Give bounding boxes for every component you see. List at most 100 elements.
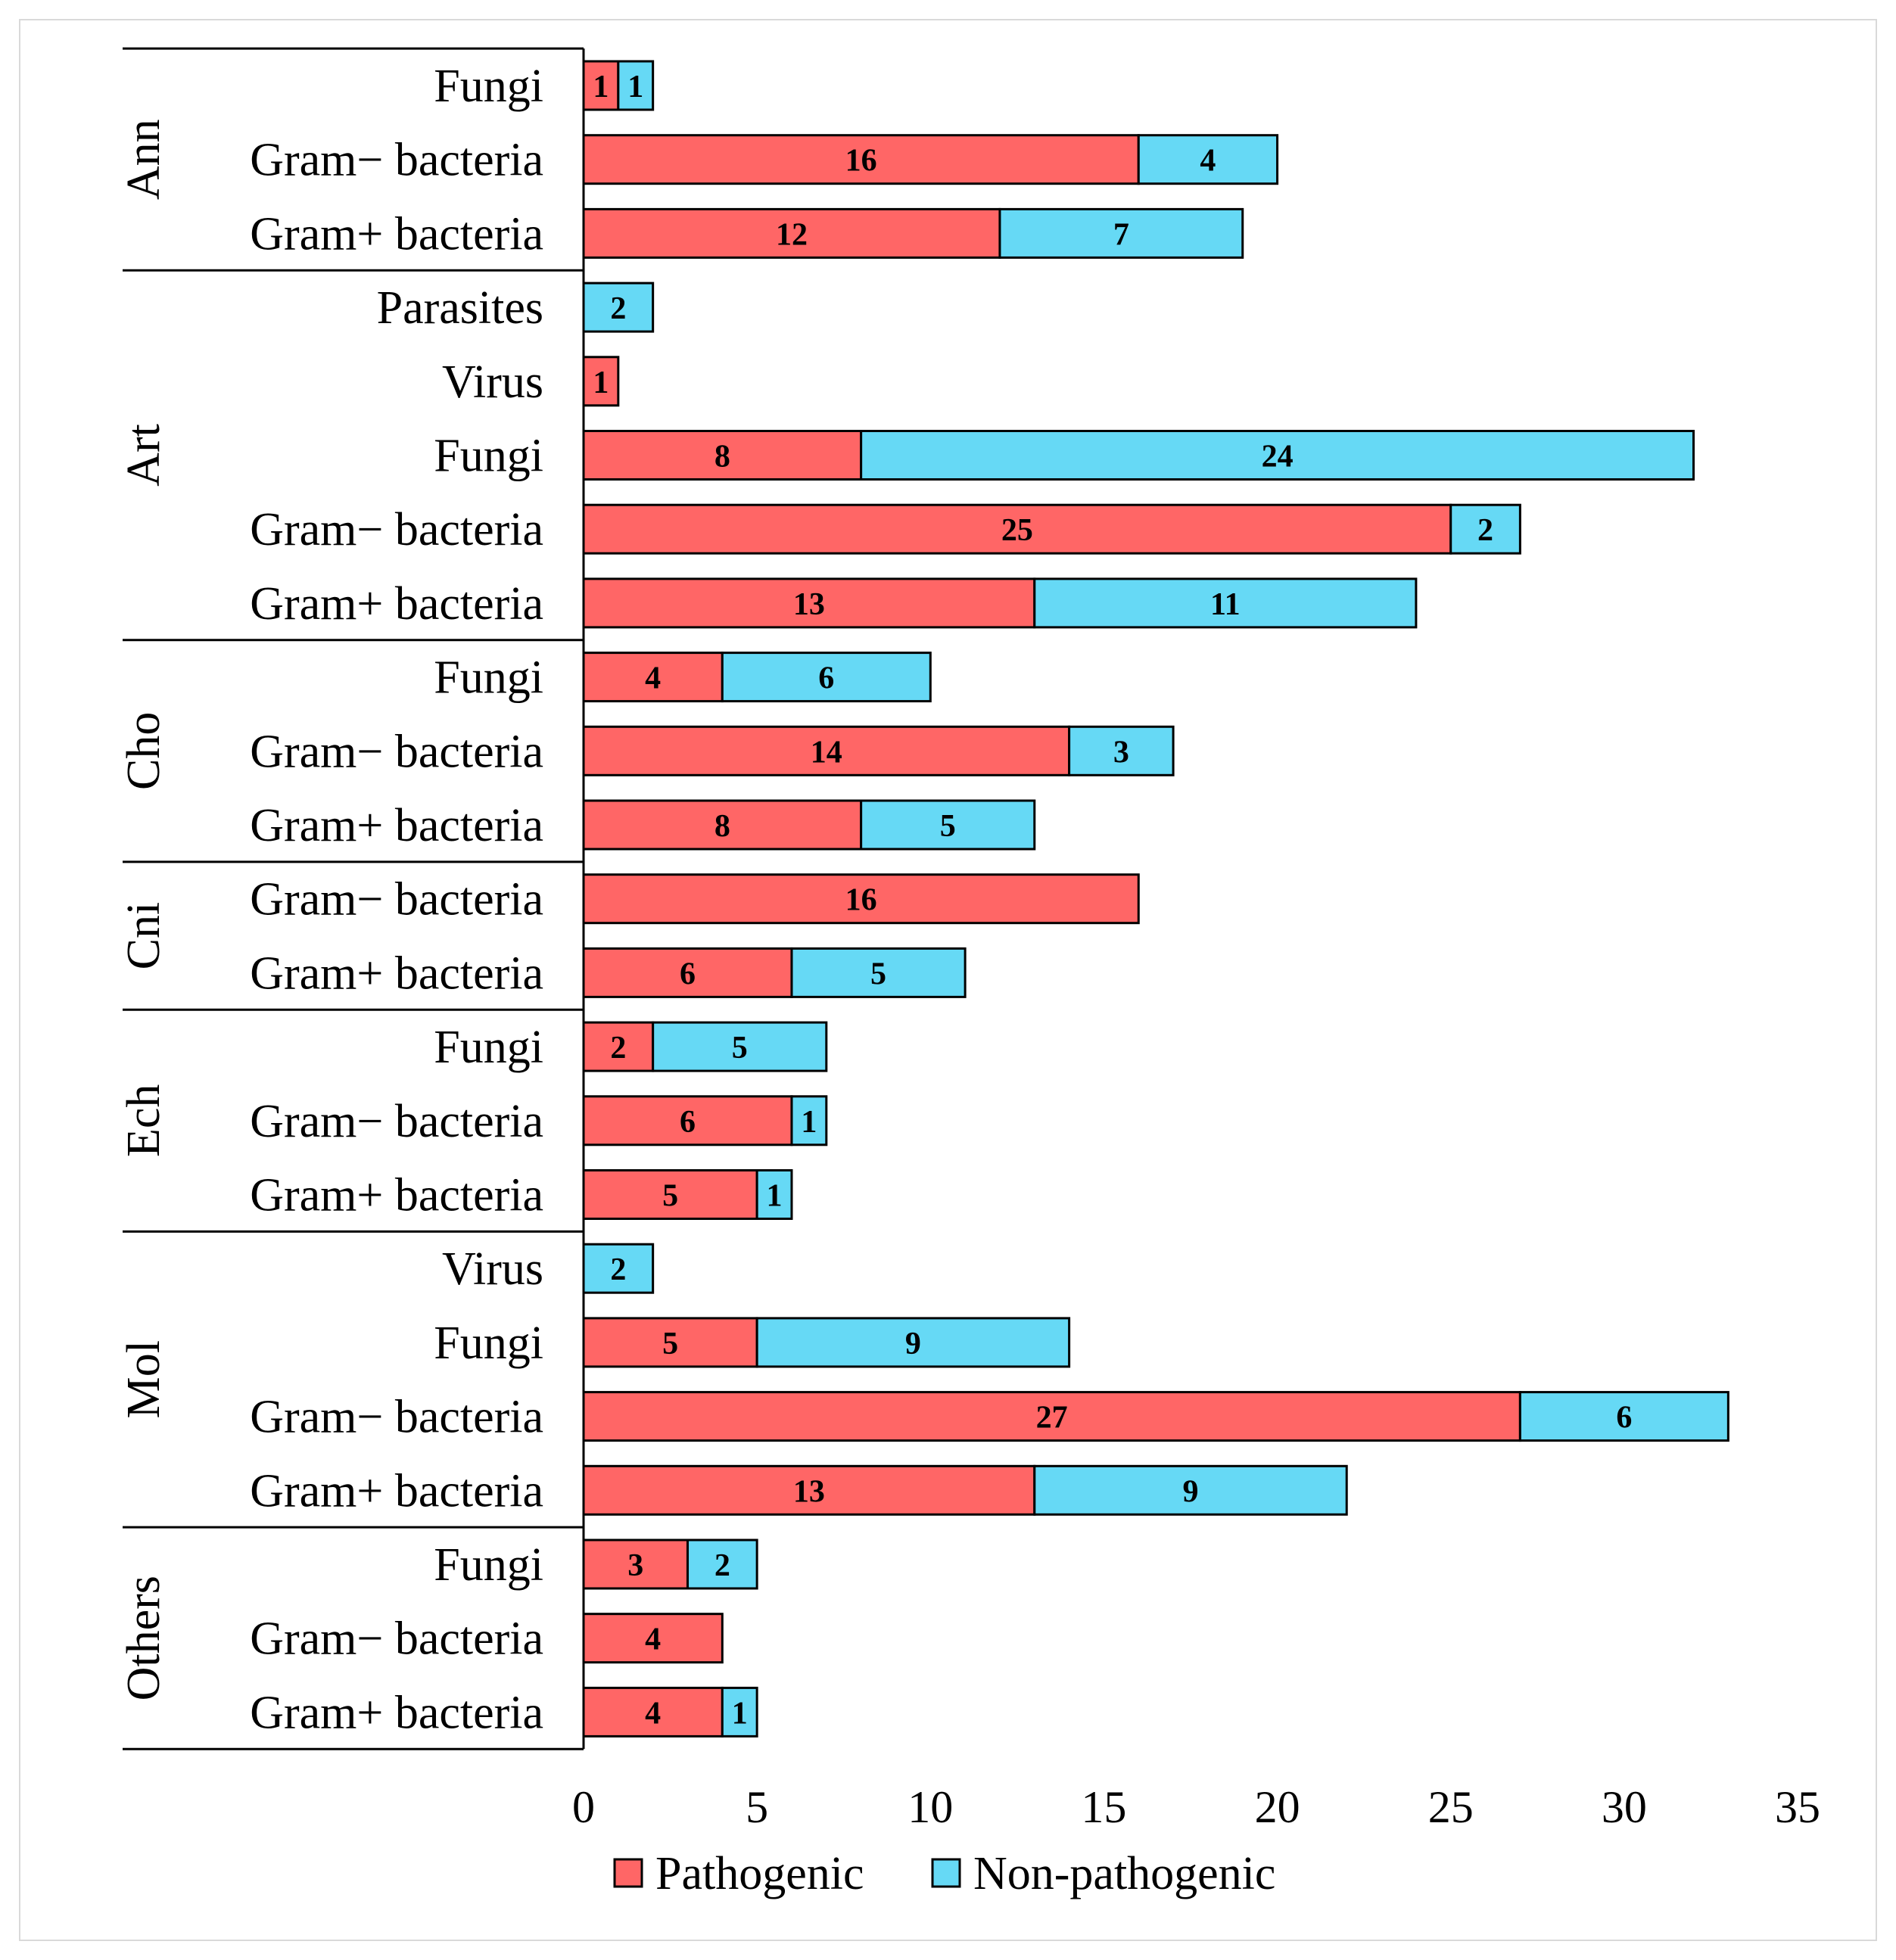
group-label: Cni [118, 902, 170, 970]
bar-non-pathogenic [582, 282, 655, 333]
data-label: 5 [940, 809, 956, 844]
group-label: Mol [118, 1340, 170, 1418]
group-label: Cho [118, 712, 170, 790]
data-label: 1 [593, 70, 609, 104]
bar-non-pathogenic [721, 652, 932, 703]
data-label: 16 [845, 883, 877, 918]
category-label: Gram− bacteria [250, 135, 543, 186]
category-label: Gram− bacteria [250, 726, 543, 777]
data-label: 2 [610, 1252, 626, 1287]
data-label: 4 [1200, 144, 1216, 179]
data-label: 5 [662, 1327, 678, 1361]
category-label: Gram+ bacteria [250, 1465, 543, 1517]
data-label: 2 [610, 291, 626, 326]
bar-pathogenic [582, 1095, 793, 1146]
data-label: 4 [645, 1696, 661, 1731]
bar-non-pathogenic [1033, 1464, 1348, 1516]
x-tick-label: 25 [1428, 1782, 1474, 1832]
bar-non-pathogenic [582, 1243, 655, 1294]
bar-pathogenic [582, 799, 863, 851]
data-label: 1 [732, 1696, 748, 1731]
bar-non-pathogenic [755, 1169, 793, 1220]
group-label: Ech [118, 1084, 170, 1157]
data-label: 6 [1616, 1401, 1632, 1436]
data-label: 3 [627, 1548, 643, 1583]
category-label: Fungi [434, 61, 543, 112]
legend-label: Non-pathogenic [973, 1848, 1275, 1899]
data-label: 16 [845, 144, 877, 179]
category-label: Fungi [434, 431, 543, 482]
bar-non-pathogenic [860, 799, 1036, 851]
data-label: 27 [1036, 1401, 1068, 1436]
data-label: 13 [793, 1474, 825, 1509]
category-label: Gram− bacteria [250, 1096, 543, 1147]
category-label: Virus [442, 1243, 543, 1295]
bar-non-pathogenic [1068, 725, 1175, 776]
data-label: 3 [1113, 735, 1129, 770]
bar-non-pathogenic [790, 947, 967, 998]
x-tick-label: 5 [746, 1782, 768, 1832]
data-label: 14 [811, 735, 842, 770]
bar-pathogenic [582, 1317, 758, 1368]
bar-non-pathogenic [1518, 1391, 1729, 1442]
data-label: 2 [610, 1031, 626, 1066]
data-label: 1 [627, 70, 643, 104]
category-labels: Fungi Gram− bacteria Gram+ bacteria Parasit… [250, 61, 543, 1738]
bar-non-pathogenic [790, 1095, 828, 1146]
bar-non-pathogenic [652, 1021, 828, 1072]
bar-non-pathogenic [1033, 577, 1418, 629]
legend: Pathogenic Non-pathogenic [613, 1848, 1275, 1899]
category-label: Gram+ bacteria [250, 208, 543, 260]
bar-non-pathogenic [721, 1686, 758, 1738]
category-label: Gram+ bacteria [250, 947, 543, 999]
data-label: 11 [1210, 587, 1241, 622]
bar-non-pathogenic [1449, 503, 1521, 555]
data-label: 5 [870, 957, 886, 991]
bar-non-pathogenic [998, 207, 1244, 259]
data-label: 9 [1183, 1474, 1199, 1509]
data-label: 6 [680, 1105, 696, 1140]
x-tick-label: 20 [1255, 1782, 1300, 1832]
data-label: 12 [776, 217, 808, 252]
category-label: Fungi [434, 652, 543, 704]
category-label: Gram+ bacteria [250, 1687, 543, 1738]
category-label: Gram− bacteria [250, 874, 543, 926]
data-label: 25 [1001, 513, 1033, 548]
x-tick-label: 0 [572, 1782, 595, 1832]
data-label: 8 [715, 440, 730, 474]
category-label: Gram− bacteria [250, 1392, 543, 1443]
bar-pathogenic [582, 207, 1001, 259]
bar-non-pathogenic [1137, 134, 1279, 185]
data-label: 5 [662, 1179, 678, 1214]
bar-pathogenic [582, 503, 1452, 555]
data-label: 2 [715, 1548, 730, 1583]
category-label: Gram+ bacteria [250, 1170, 543, 1221]
bar-non-pathogenic [755, 1317, 1071, 1368]
bar-pathogenic [582, 947, 793, 998]
bar-pathogenic [582, 1613, 724, 1664]
data-label: 4 [645, 661, 661, 696]
legend-swatch-pathogenic [613, 1858, 643, 1888]
bar-pathogenic [582, 652, 724, 703]
data-label: 2 [1477, 513, 1493, 548]
group-sections: Ann Art Cho Cni Ech Mol Others [118, 47, 584, 1750]
data-label: 7 [1113, 217, 1129, 252]
bar-pathogenic [582, 1538, 689, 1590]
data-label: 9 [905, 1327, 921, 1361]
data-label: 13 [793, 587, 825, 622]
data-label: 6 [680, 957, 696, 991]
bar-non-pathogenic [686, 1538, 758, 1590]
x-axis: 0 5 10 15 20 25 30 35 [572, 48, 1820, 1832]
data-label: 1 [801, 1105, 817, 1140]
x-tick-label: 35 [1775, 1782, 1820, 1832]
category-label: Gram+ bacteria [250, 578, 543, 630]
group-label: Art [118, 424, 170, 487]
bar-non-pathogenic [860, 430, 1695, 481]
data-label: 5 [732, 1031, 748, 1066]
group-label: Others [118, 1576, 170, 1700]
bar-pathogenic [582, 725, 1071, 776]
data-label: 24 [1262, 440, 1294, 474]
category-label: Fungi [434, 1318, 543, 1369]
